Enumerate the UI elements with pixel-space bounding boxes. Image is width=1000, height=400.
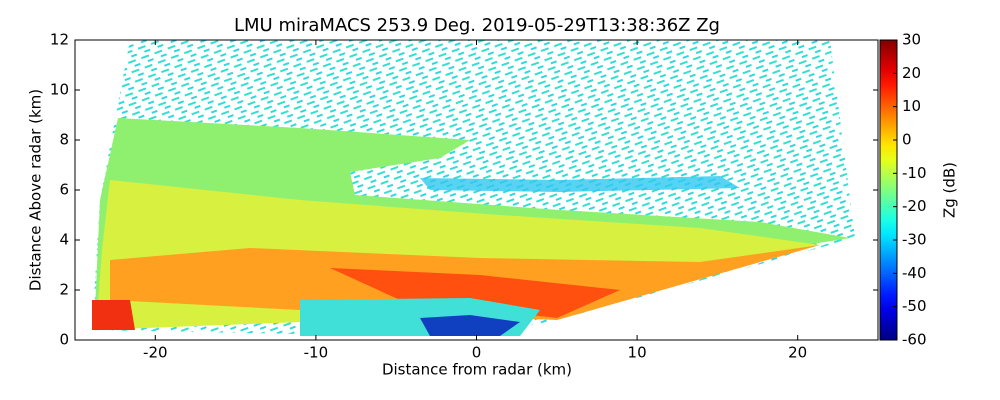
radar-field [92,40,855,336]
chart-title: LMU miraMACS 253.9 Deg. 2019-05-29T13:38… [234,15,720,36]
y-tick-label: 8 [59,131,69,149]
low-red [92,300,135,330]
colorbar-tick-label: 20 [902,64,921,82]
colorbar-tick-label: -30 [902,231,927,249]
colorbar-tick-label: -60 [902,331,927,349]
x-tick-label: 10 [628,344,647,362]
y-tick-label: 2 [59,281,69,299]
blue-streak [420,176,740,192]
x-tick-label: 20 [788,344,807,362]
y-tick-label: 4 [59,231,69,249]
colorbar-tick-label: -40 [902,264,927,282]
y-tick-label: 6 [59,181,69,199]
colorbar-tick-label: -10 [902,164,927,182]
colorbar-tick-label: -50 [902,297,927,315]
colorbar-label: Zg (dB) [941,162,959,218]
x-axis-label: Distance from radar (km) [382,361,572,379]
y-tick-label: 0 [59,331,69,349]
x-tick-label: 0 [472,344,482,362]
colorbar-tick-label: 10 [902,97,921,115]
colorbar-tick-label: 0 [902,131,912,149]
core-band [330,268,620,318]
y-axis-label: Distance Above radar (km) [27,89,45,291]
colorbar-tick-label: 30 [902,31,921,49]
x-tick-label: -20 [143,344,168,362]
y-tick-label: 12 [50,31,69,49]
colorbar [879,39,898,341]
colorbar-tick-label: -20 [902,197,927,215]
low-blue [420,315,520,336]
y-tick-label: 10 [50,81,69,99]
x-tick-label: -10 [304,344,329,362]
